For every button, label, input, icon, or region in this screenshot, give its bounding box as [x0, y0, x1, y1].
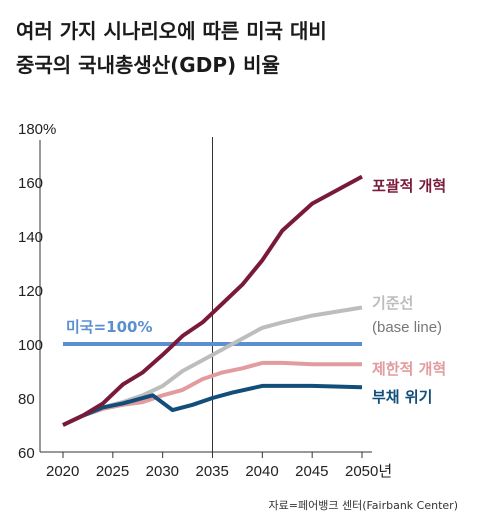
chart-title: 여러 가지 시나리오에 따른 미국 대비 중국의 국내총생산(GDP) 비율 [16, 14, 466, 82]
series-line-debt [62, 383, 363, 427]
source-note: 자료=페어뱅크 센터(Fairbank Center) [268, 499, 458, 512]
y-tick-label: 140 [18, 229, 43, 246]
chart-title-line-1: 여러 가지 시나리오에 따른 미국 대비 [16, 19, 327, 43]
series-line-reform [62, 174, 363, 427]
x-tick-label: 2050년 [345, 463, 392, 480]
x-tick-label: 2025 [96, 463, 129, 480]
y-tick-label: 160 [18, 175, 43, 192]
x-tick-label: 2020 [46, 463, 79, 480]
chart-title-line-2: 중국의 국내총생산(GDP) 비율 [16, 53, 280, 77]
series-sublabel-baseline: (base line) [372, 319, 442, 336]
y-tick-label: 60 [18, 445, 35, 462]
y-tick-label: 100 [18, 337, 43, 354]
us-reference-label: 미국=100% [66, 318, 153, 336]
x-tick-label: 2040 [245, 463, 278, 480]
x-tick-label: 2045 [295, 463, 328, 480]
x-tick-label: 2030 [146, 463, 179, 480]
series-label-baseline: 기준선 [372, 294, 413, 312]
y-tick-label: 80 [18, 391, 35, 408]
series-label-limited: 제한적 개혁 [372, 360, 446, 378]
y-tick-label: 180% [18, 121, 56, 138]
x-tick-label: 2035 [196, 463, 229, 480]
series-label-debt: 부채 위기 [372, 388, 432, 406]
y-tick-label: 120 [18, 283, 43, 300]
series-label-reform: 포괄적 개혁 [372, 177, 446, 195]
